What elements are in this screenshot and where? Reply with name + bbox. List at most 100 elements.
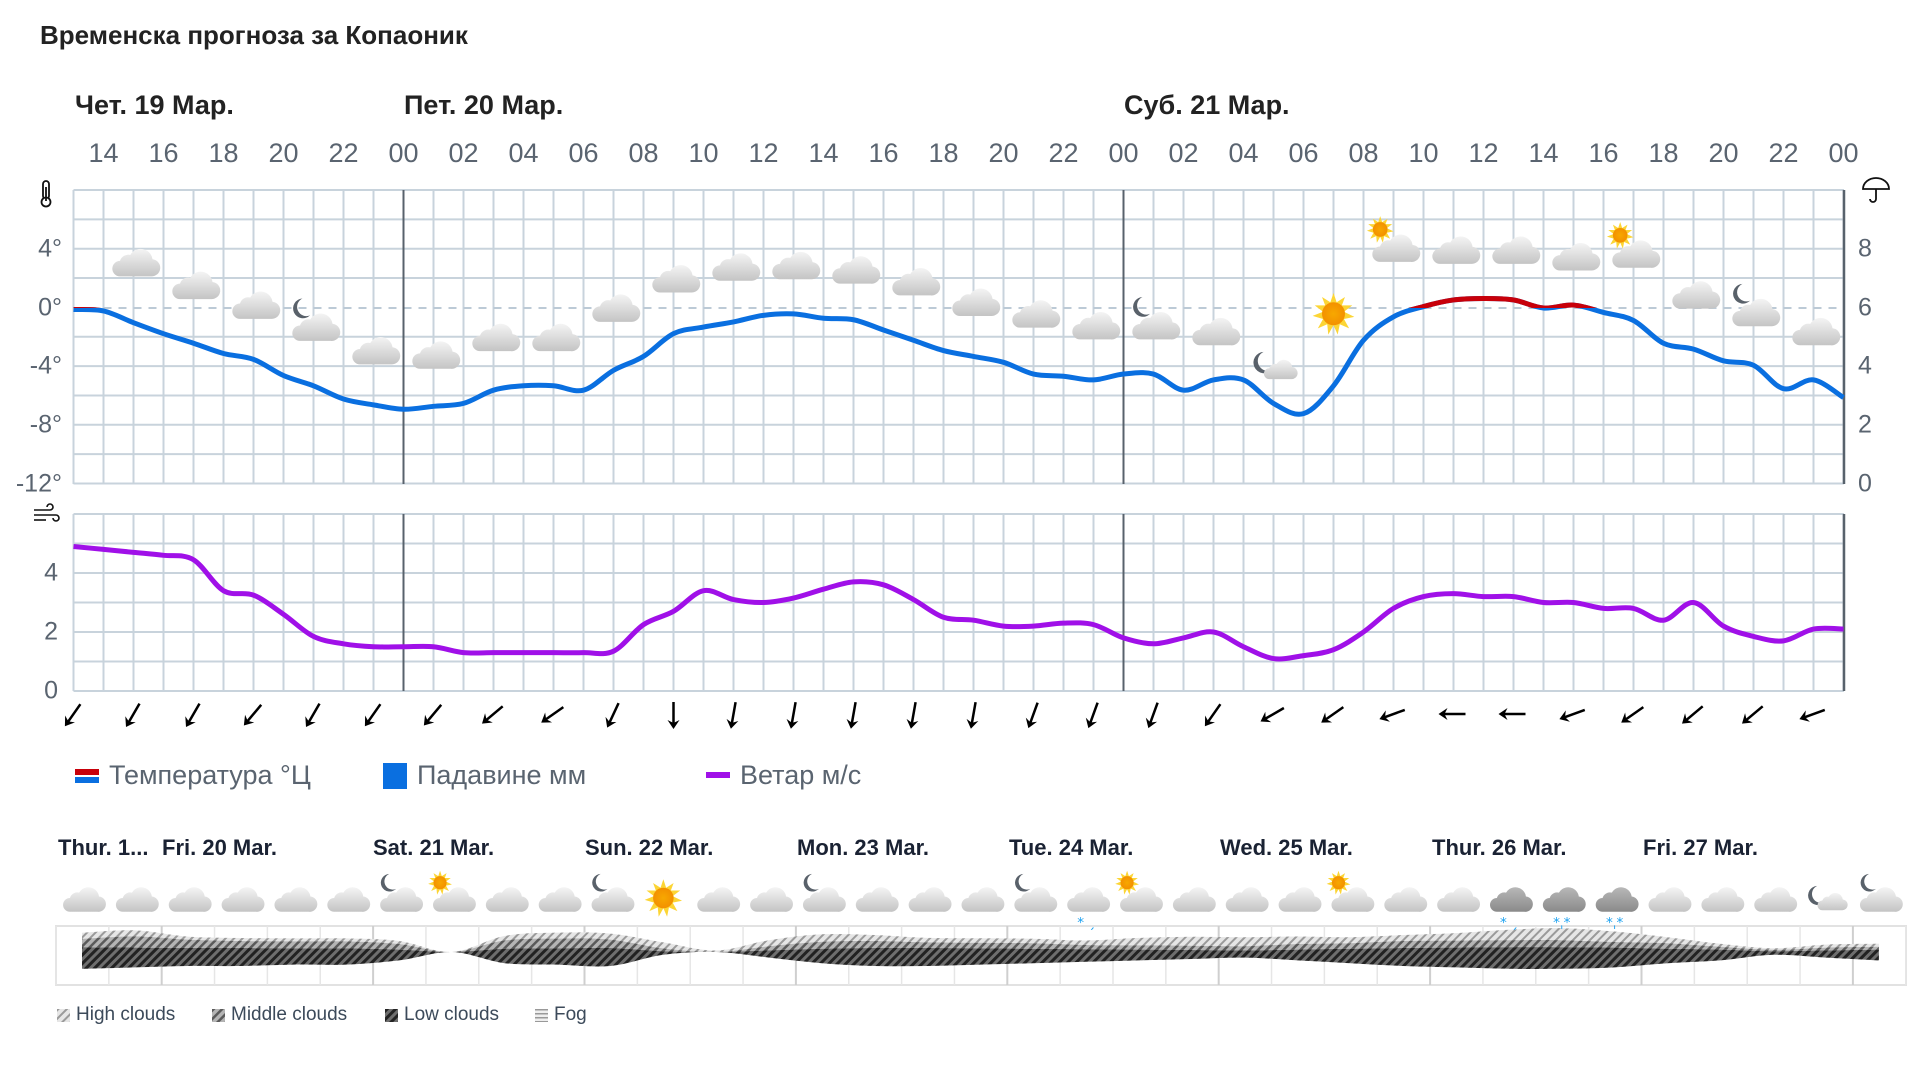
wind-direction-arrow-icon (1085, 702, 1099, 729)
wind-direction-arrow-icon (1559, 708, 1586, 722)
legend-low-clouds-label: Low clouds (404, 1004, 500, 1025)
hour-tick-label: 20 (1708, 138, 1739, 168)
moon-glyph (1133, 297, 1151, 317)
arrow-shaft (127, 702, 141, 724)
cloud-glyph (1792, 317, 1841, 346)
wind-direction-arrow-icon (1621, 706, 1645, 723)
wind-direction-arrow-icon (541, 706, 565, 723)
legend-wind[interactable]: Ветар м/с (706, 760, 861, 791)
axis-tick-label: -8° (29, 410, 62, 439)
hour-tick-label: 04 (1228, 138, 1259, 168)
arrow-head (482, 713, 493, 724)
moon-cloud-icon (292, 298, 341, 341)
arrow-head (1145, 717, 1158, 729)
arrow-head (667, 720, 680, 729)
arrow-shaft (730, 701, 737, 725)
arrow-shaft (970, 701, 977, 725)
hour-tick-label: 18 (208, 138, 239, 168)
arrow-head (1379, 710, 1390, 722)
arrow-head (1438, 708, 1448, 720)
wind-direction-arrow-icon (1145, 702, 1159, 729)
cloud-glyph (1492, 236, 1541, 264)
hour-tick-label: 06 (568, 138, 599, 168)
cloud-icon (652, 265, 701, 293)
arrow-head (1321, 712, 1333, 723)
legend-middle-clouds-label: Middle clouds (231, 1004, 348, 1025)
arrow-shaft (426, 704, 443, 723)
hour-tick-label: 16 (1588, 138, 1619, 168)
cloud-glyph (592, 294, 641, 322)
cloud-icon (952, 288, 1001, 316)
wind-direction-arrow-icon (1438, 708, 1466, 720)
cloud-glyph (1012, 300, 1061, 328)
hour-tick-label: 18 (1648, 138, 1679, 168)
cloud-glyph (1072, 312, 1121, 340)
arrow-shaft (366, 703, 382, 723)
wind-direction-arrow-icon (1742, 705, 1764, 724)
wind-direction-arrow-icon (1498, 708, 1526, 720)
wind-direction-arrow-icon (185, 702, 201, 727)
fog-swatch-icon (535, 1008, 548, 1022)
wind-direction-arrow-icon (1260, 706, 1285, 723)
legend-temperature[interactable]: Температура °Ц (75, 760, 311, 791)
wind-direction-arrow-icon (1204, 703, 1222, 727)
wind-direction-arrow-icon (966, 701, 979, 729)
wind-direction-arrow-icon (1682, 705, 1704, 724)
sun-glyph (1606, 222, 1634, 249)
wind-direction-arrow-icon (364, 703, 382, 727)
axis-tick-label: 8 (1858, 234, 1872, 263)
thermometer-icon (40, 180, 52, 208)
wind-direction-arrow-icon (305, 702, 321, 727)
arrow-shaft (608, 702, 620, 724)
arrow-head (605, 716, 617, 728)
cloud-icon (532, 323, 581, 352)
axis-tick-label: 4° (38, 234, 62, 263)
axis-tick-label: 0 (1858, 469, 1872, 498)
arrow-shaft (307, 702, 321, 724)
arrow-head (1085, 717, 1098, 729)
legend-wind-label: Ветар м/с (740, 760, 862, 790)
cloud-icon (592, 294, 641, 322)
legend-low-clouds: Low clouds (385, 1004, 499, 1026)
legend-precipitation-label: Падавине мм (417, 760, 587, 790)
cloud-glyph (892, 268, 941, 296)
day-label-fri: Пет. 20 Мар. (404, 90, 564, 120)
low-clouds-swatch-icon (385, 1008, 398, 1022)
wind-direction-arrow-icon (726, 701, 739, 729)
arrow-head (1742, 713, 1753, 724)
cloud-icon (352, 336, 401, 365)
cloud-glyph (1672, 281, 1721, 309)
cloud-glyph (472, 323, 521, 352)
legend-precipitation[interactable]: Падавине мм (383, 760, 586, 791)
arrow-head (846, 718, 859, 729)
chart-grid (72, 189, 1846, 692)
legend-temperature-label: Температура °Ц (109, 760, 311, 790)
cloud-icon (892, 268, 941, 296)
temperature-line (73, 295, 1845, 417)
axis-tick-label: 6 (1858, 293, 1872, 322)
cloud-icon (1072, 312, 1121, 340)
arrow-shaft (66, 703, 82, 723)
cloud-icon (1672, 281, 1721, 309)
page-title: Временска прогноза за Копаоник (40, 20, 468, 50)
arrow-shaft (1324, 706, 1345, 721)
umbrella-icon (1862, 177, 1890, 203)
axis-tick-label: 4 (44, 558, 58, 587)
hour-tick-label: 12 (1468, 138, 1499, 168)
wind-direction-arrow-icon (1025, 702, 1039, 729)
arrow-head (64, 715, 75, 727)
arrow-head (423, 714, 435, 726)
arrow-head (1799, 710, 1810, 722)
arrow-head (1621, 712, 1633, 723)
wind-direction-arrow-icon (1379, 708, 1406, 722)
arrow-shaft (850, 701, 857, 725)
hour-tick-label: 02 (448, 138, 479, 168)
cloud-glyph (112, 248, 161, 277)
hour-tick-label: 14 (1528, 138, 1559, 168)
legend-fog-label: Fog (554, 1004, 587, 1025)
cloud-icon (472, 323, 521, 352)
arrow-head (906, 718, 919, 729)
arrow-head (305, 716, 316, 727)
arrow-shaft (790, 701, 797, 725)
arrow-shaft (485, 705, 504, 722)
